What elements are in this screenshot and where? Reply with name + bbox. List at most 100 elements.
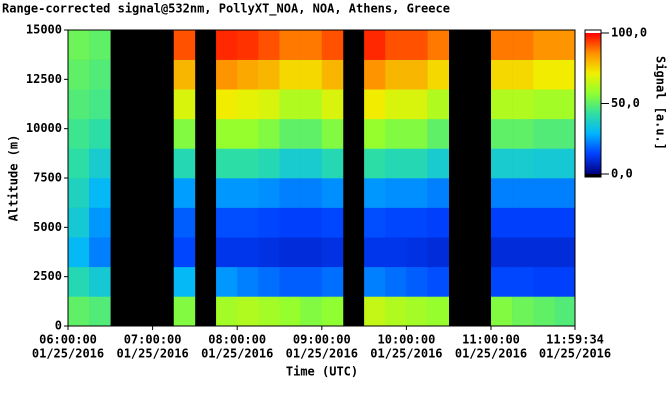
heatmap-cell — [364, 296, 386, 327]
heatmap-cell — [237, 148, 259, 179]
heatmap-cell — [427, 148, 450, 179]
heatmap-cell — [533, 30, 555, 60]
heatmap-cell — [533, 237, 555, 268]
heatmap-cell — [279, 178, 301, 208]
x-tick-label: 09:00:00 — [293, 333, 351, 347]
heatmap-cell — [300, 89, 323, 120]
heatmap-cell — [68, 30, 90, 60]
heatmap-cell — [364, 178, 386, 208]
heatmap-cell — [279, 266, 301, 297]
x-tick-label: 07:00:00 — [124, 333, 182, 347]
heatmap-cell — [512, 118, 534, 149]
heatmap-cell — [321, 266, 344, 297]
heatmap-cell — [279, 118, 301, 149]
heatmap-cell — [300, 237, 323, 268]
heatmap-cell — [385, 296, 407, 327]
x-tick-date: 01/25/2016 — [455, 347, 527, 361]
heatmap-cell — [554, 118, 576, 149]
heatmap-cell — [385, 30, 407, 60]
heatmap-cell — [364, 266, 386, 297]
heatmap-cell — [279, 148, 301, 179]
heatmap-cell — [89, 30, 111, 60]
heatmap-cell — [237, 118, 259, 149]
heatmap-cell — [279, 237, 301, 268]
heatmap-cell — [364, 237, 386, 268]
heatmap-cell — [68, 178, 90, 208]
heatmap-cell — [427, 296, 450, 327]
heatmap-cell — [427, 178, 450, 208]
heatmap-cell — [406, 237, 428, 268]
heatmap-cell — [321, 59, 344, 90]
heatmap-cell — [89, 89, 111, 120]
heatmap-cell — [512, 59, 534, 90]
x-tick-date: 01/25/2016 — [201, 347, 273, 361]
heatmap-cell — [385, 89, 407, 120]
heatmap-cell — [533, 296, 555, 327]
heatmap-cell — [300, 266, 323, 297]
heatmap-cell — [406, 178, 428, 208]
heatmap-cell — [68, 89, 90, 120]
heatmap-cell — [89, 207, 111, 238]
heatmap-cell — [533, 266, 555, 297]
heatmap-cell — [554, 59, 576, 90]
heatmap-cell — [216, 266, 238, 297]
heatmap-cell — [364, 59, 386, 90]
x-axis-label: Time (UTC) — [286, 365, 358, 379]
colorbar-tick-label: 100,0 — [611, 26, 647, 40]
heatmap-cell — [427, 266, 450, 297]
heatmap-cell — [554, 30, 576, 60]
heatmap-cell — [300, 207, 323, 238]
y-tick-label: 0 — [55, 319, 62, 333]
colorbar-tick-label: 50,0 — [611, 96, 640, 110]
heatmap-cell — [554, 89, 576, 120]
heatmap-cell — [258, 178, 280, 208]
heatmap-cell — [258, 296, 280, 327]
heatmap-cell — [512, 266, 534, 297]
heatmap-cell — [216, 30, 238, 60]
heatmap-cell — [321, 148, 344, 179]
heatmap-cell — [258, 148, 280, 179]
heatmap-cell — [321, 296, 344, 327]
x-tick-date: 01/25/2016 — [32, 347, 104, 361]
heatmap-cell — [68, 237, 90, 268]
heatmap-cell — [300, 148, 323, 179]
heatmap-cell — [237, 30, 259, 60]
heatmap-cell — [89, 296, 111, 327]
heatmap-cell — [216, 89, 238, 120]
heatmap-cell — [385, 266, 407, 297]
heatmap-cell — [512, 296, 534, 327]
heatmap-cell — [279, 89, 301, 120]
x-tick-label: 11:00:00 — [462, 333, 520, 347]
heatmap-cell — [173, 59, 196, 90]
heatmap-cell — [554, 178, 576, 208]
heatmap-cell — [385, 118, 407, 149]
y-tick-label: 2500 — [33, 269, 62, 283]
heatmap-cell — [258, 118, 280, 149]
heatmap-cell — [512, 178, 534, 208]
y-tick-label: 7500 — [33, 171, 62, 185]
heatmap-cell — [279, 30, 301, 60]
heatmap-cell — [173, 178, 196, 208]
heatmap-cell — [554, 237, 576, 268]
heatmap-cell — [427, 59, 450, 90]
heatmap-cell — [364, 148, 386, 179]
x-tick-label: 11:59:34 — [546, 333, 604, 347]
heatmap-cell — [427, 89, 450, 120]
y-tick-label: 12500 — [26, 72, 62, 86]
heatmap-cell — [237, 296, 259, 327]
colorbar-label: Signal [a.u.] — [654, 56, 668, 150]
heatmap-cell — [512, 237, 534, 268]
x-tick-date: 01/25/2016 — [286, 347, 358, 361]
heatmap-cell — [173, 89, 196, 120]
heatmap-cell — [491, 207, 513, 238]
y-tick-label: 15000 — [26, 23, 62, 37]
heatmap-cell — [491, 59, 513, 90]
heatmap-cell — [68, 148, 90, 179]
heatmap-cell — [406, 266, 428, 297]
heatmap-cell — [491, 237, 513, 268]
heatmap-cell — [89, 266, 111, 297]
heatmap-cell — [427, 237, 450, 268]
heatmap-cell — [533, 89, 555, 120]
heatmap-cell — [554, 148, 576, 179]
heatmap-cell — [300, 118, 323, 149]
